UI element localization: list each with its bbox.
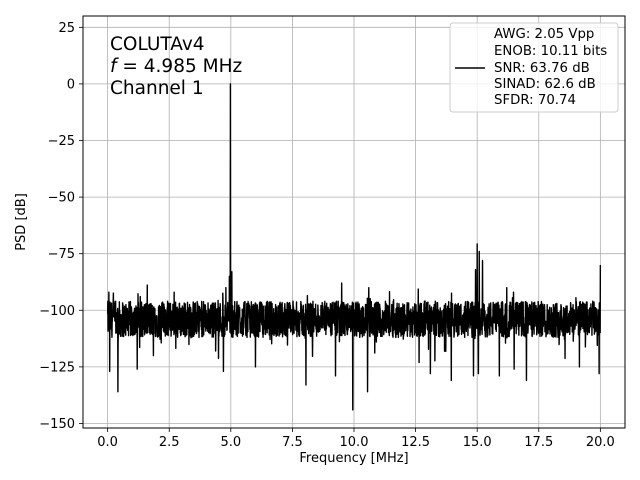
annotation-frequency-var: f (110, 56, 119, 77)
x-axis-label: Frequency [MHz] (299, 451, 408, 466)
annotation-frequency-value: = 4.985 MHz (117, 56, 243, 77)
psd-trace (106, 83, 602, 411)
x-tick-label: 15.0 (463, 435, 492, 450)
x-tick-label: 17.5 (524, 435, 553, 450)
x-tick-label: 0.0 (97, 435, 118, 450)
y-tick-label: −75 (48, 247, 75, 262)
annotation-channel: Channel 1 (110, 78, 204, 99)
x-tick-label: 12.5 (401, 435, 430, 450)
legend: AWG: 2.05 Vpp ENOB: 10.11 bits SNR: 63.7… (449, 22, 619, 113)
x-tick-label: 10.0 (340, 435, 369, 450)
annotation-box: COLUTAv4 f = 4.985 MHz Channel 1 (110, 34, 242, 99)
psd-series-line (106, 83, 602, 411)
annotation-device: COLUTAv4 (110, 34, 205, 55)
y-tick-label: −150 (39, 417, 75, 432)
x-tick-label: 7.5 (282, 435, 303, 450)
annotation-frequency: f = 4.985 MHz (110, 56, 242, 77)
legend-entry: ENOB: 10.11 bits (494, 44, 607, 59)
y-tick-label: −25 (48, 134, 75, 149)
legend-entry: SFDR: 70.74 (494, 93, 576, 108)
y-tick-label: 25 (58, 21, 75, 36)
y-axis-label: PSD [dB] (14, 193, 29, 251)
legend-entry: AWG: 2.05 Vpp (494, 27, 594, 42)
y-tick-label: 0 (67, 77, 75, 92)
legend-entry: SINAD: 62.6 dB (494, 77, 596, 92)
axis-ticks: 0.0 2.5 5.0 7.5 10.0 12.5 15.0 17.5 20.0 25 0 −25 −5… (39, 21, 615, 450)
y-tick-label: −50 (48, 191, 75, 206)
legend-entry: SNR: 63.76 dB (494, 61, 590, 76)
x-tick-label: 5.0 (220, 435, 241, 450)
y-tick-label: −125 (39, 360, 75, 375)
legend-box (449, 22, 619, 113)
y-tick-label: −100 (39, 304, 75, 319)
x-tick-label: 2.5 (159, 435, 180, 450)
grid-lines (83, 16, 625, 428)
x-tick-label: 20.0 (586, 435, 615, 450)
